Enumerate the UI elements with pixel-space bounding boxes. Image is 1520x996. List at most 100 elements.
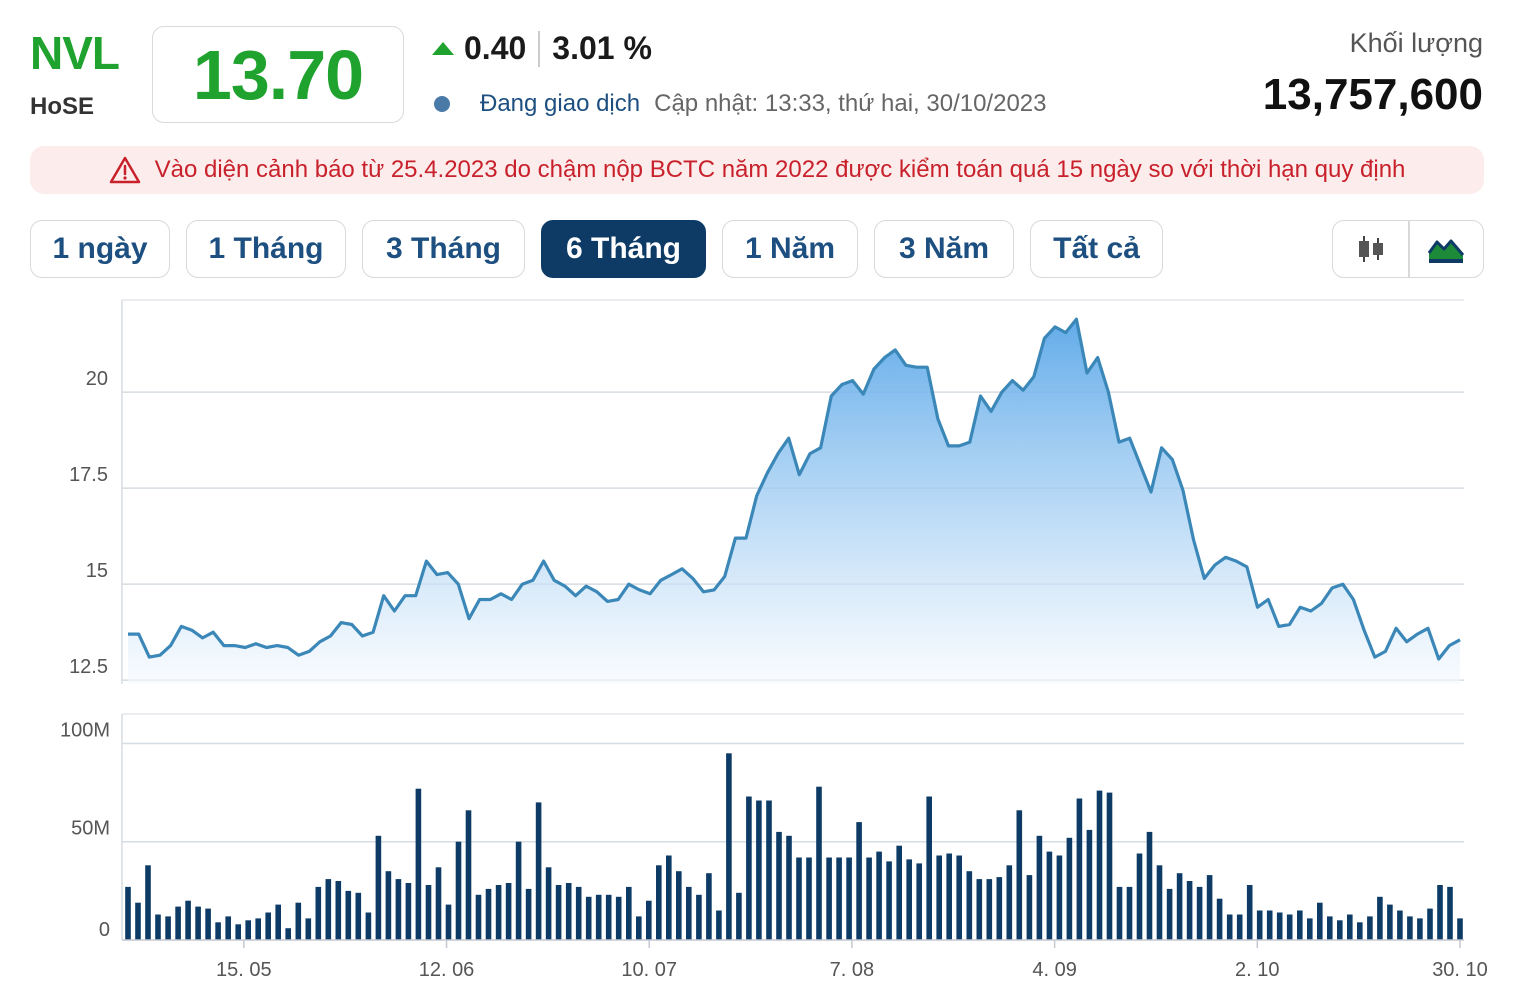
volume-bar xyxy=(285,928,291,940)
volume-bar xyxy=(145,865,151,940)
volume-panel: 0 50M 100M xyxy=(60,713,1464,941)
volume-bar xyxy=(986,879,993,940)
volume-bar xyxy=(245,920,251,940)
volume-bar xyxy=(1156,865,1163,940)
volume-bar xyxy=(215,922,221,940)
tab-3-months[interactable]: 3 Tháng xyxy=(362,220,525,278)
exchange-label: HoSE xyxy=(30,93,95,120)
volume-bar xyxy=(1307,918,1313,940)
volume-bar xyxy=(1006,865,1013,940)
volume-bar xyxy=(435,867,442,940)
volume-bar xyxy=(415,788,422,940)
tab-1-month[interactable]: 1 Tháng xyxy=(186,220,346,278)
tab-6-months[interactable]: 6 Tháng xyxy=(541,220,706,278)
volume-bar xyxy=(495,885,502,940)
x-tick-label: 30. 10 xyxy=(1432,959,1488,981)
price-volume-chart: 12.5 15 17.5 20 0 50M 100M 15. 05 12. 06 10. 07… xyxy=(60,299,1488,981)
volume-bar xyxy=(505,883,512,940)
volume-bar xyxy=(225,916,231,940)
volume-bar xyxy=(1347,914,1353,940)
volume-bar xyxy=(135,902,141,940)
volume-bar xyxy=(876,851,882,940)
volume-bar xyxy=(1196,886,1203,940)
volume-bar xyxy=(335,881,342,940)
volume-bar xyxy=(636,916,642,940)
volume-value: 13,757,600 xyxy=(1262,70,1483,119)
volume-bar xyxy=(255,918,261,940)
volume-bar xyxy=(465,810,472,940)
price-box: 13.70 xyxy=(152,26,404,123)
volume-bar xyxy=(1146,831,1153,940)
up-arrow-icon xyxy=(432,42,454,55)
volume-bar xyxy=(1096,790,1103,940)
volume-bar xyxy=(766,800,772,940)
volume-y-tick-label: 0 xyxy=(99,919,110,941)
volume-bar xyxy=(1176,873,1183,940)
volume-bar xyxy=(976,879,983,940)
volume-bar xyxy=(585,896,592,940)
volume-bar xyxy=(946,853,952,940)
candlestick-button[interactable] xyxy=(1333,221,1408,277)
volume-bar xyxy=(926,796,932,940)
volume-bar xyxy=(615,896,622,940)
volume-bar xyxy=(1447,886,1453,940)
x-tick-label: 4. 09 xyxy=(1032,959,1076,981)
tab-1-year[interactable]: 1 Năm xyxy=(722,220,858,278)
volume-y-tick-label: 50M xyxy=(71,818,110,840)
price-change: 0.40 3.01 % xyxy=(432,30,652,67)
volume-bar xyxy=(1126,886,1133,940)
volume-bar xyxy=(956,855,962,940)
candlestick-icon xyxy=(1358,236,1383,262)
volume-bar xyxy=(315,886,322,940)
volume-bar xyxy=(1046,851,1053,940)
volume-bar xyxy=(325,879,332,940)
volume-bar xyxy=(1367,916,1373,940)
volume-bar xyxy=(646,900,652,940)
volume-bar xyxy=(345,890,352,940)
volume-bar xyxy=(726,753,732,940)
tab-1-day[interactable]: 1 ngày xyxy=(30,220,170,278)
volume-bar xyxy=(565,883,572,940)
volume-bar xyxy=(1236,914,1243,940)
volume-bar xyxy=(445,904,452,940)
price-y-tick-label: 12.5 xyxy=(69,656,108,678)
area-chart-button[interactable] xyxy=(1408,221,1483,277)
volume-bar xyxy=(1226,914,1233,940)
volume-bar xyxy=(686,886,692,940)
volume-bar xyxy=(305,918,312,940)
x-axis: 15. 05 12. 06 10. 07 7. 08 4. 09 2. 10 30. 10 xyxy=(122,939,1488,981)
volume-bar xyxy=(1297,910,1303,940)
price-series-line xyxy=(128,317,1461,661)
change-percent: 3.01 % xyxy=(552,30,652,66)
volume-bar xyxy=(1186,881,1193,940)
volume-bar xyxy=(666,855,672,940)
tab-3-years[interactable]: 3 Năm xyxy=(874,220,1014,278)
volume-bar xyxy=(1387,904,1393,940)
volume-bar xyxy=(425,885,432,940)
current-price: 13.70 xyxy=(192,35,364,114)
volume-label: Khối lượng xyxy=(1349,28,1483,58)
trading-status: Đang giao dịch Cập nhật: 13:33, thứ hai,… xyxy=(434,90,1047,118)
volume-bar xyxy=(195,906,201,940)
x-tick-label: 7. 08 xyxy=(830,959,874,981)
volume-bar xyxy=(776,831,782,940)
volume-bar xyxy=(696,894,702,940)
volume-bar xyxy=(1246,885,1253,940)
warning-banner: Vào diện cảnh báo từ 25.4.2023 do chậm n… xyxy=(30,146,1484,194)
volume-bar xyxy=(125,886,131,940)
volume-bar xyxy=(916,863,922,940)
chart-type-switch xyxy=(1332,220,1484,278)
volume-bar xyxy=(1056,855,1063,940)
volume-bar xyxy=(1256,910,1263,940)
volume-bar xyxy=(1327,916,1333,940)
x-tick-label: 10. 07 xyxy=(621,959,677,981)
volume-bar xyxy=(605,894,612,940)
volume-bar xyxy=(736,892,742,940)
volume-bar xyxy=(1317,902,1323,940)
volume-bar xyxy=(716,910,722,940)
volume-bar xyxy=(936,855,942,940)
tab-all[interactable]: Tất cả xyxy=(1030,220,1163,278)
volume-bar xyxy=(866,857,872,940)
volume-bar xyxy=(545,867,552,940)
volume-bar xyxy=(1407,916,1413,940)
